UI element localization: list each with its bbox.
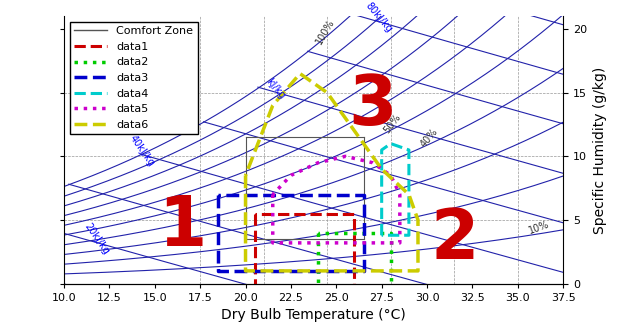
data3 — [214, 193, 222, 197]
data5 — [314, 241, 322, 245]
data5 — [314, 161, 322, 165]
data5 — [396, 241, 404, 245]
data5 — [269, 193, 276, 197]
data6 — [414, 218, 422, 222]
Text: 100%: 100% — [314, 18, 337, 46]
data6 — [242, 173, 250, 177]
Text: 40%: 40% — [418, 126, 440, 149]
data6 — [332, 269, 340, 273]
data4 — [405, 148, 413, 152]
data4 — [378, 233, 385, 237]
Text: 10%: 10% — [527, 219, 550, 236]
data2 — [314, 231, 322, 235]
data6 — [260, 269, 268, 273]
data6 — [296, 72, 304, 76]
data5 — [387, 173, 395, 177]
Text: 3: 3 — [348, 72, 397, 139]
data5 — [287, 173, 295, 177]
Y-axis label: Specific Humidity (g/kg): Specific Humidity (g/kg) — [593, 66, 607, 234]
data6 — [269, 103, 276, 107]
data2 — [387, 231, 395, 235]
data5 — [269, 193, 276, 197]
data5 — [387, 241, 395, 245]
data5 — [360, 241, 367, 245]
X-axis label: Dry Bulb Temperature (°C): Dry Bulb Temperature (°C) — [221, 308, 406, 322]
data1 — [351, 212, 358, 215]
data4 — [405, 233, 413, 237]
data6 — [405, 193, 413, 197]
Text: 1: 1 — [158, 193, 206, 260]
Text: 50%: 50% — [381, 111, 403, 135]
Text: 2: 2 — [430, 206, 479, 273]
data5 — [369, 161, 376, 165]
data3 — [360, 269, 367, 273]
Line: data5: data5 — [273, 156, 400, 243]
data3 — [214, 269, 222, 273]
Text: 20kJ/kg: 20kJ/kg — [82, 221, 111, 256]
Text: kJ/kg: kJ/kg — [264, 77, 287, 101]
Line: data3: data3 — [218, 195, 364, 271]
data6 — [378, 167, 385, 171]
data2 — [314, 231, 322, 235]
Text: 40kJ/kg: 40kJ/kg — [127, 133, 156, 168]
data5 — [269, 241, 276, 245]
data4 — [378, 148, 385, 152]
Line: data2: data2 — [318, 233, 391, 326]
data5 — [342, 155, 349, 158]
Line: data6: data6 — [246, 74, 418, 271]
data5 — [278, 241, 285, 245]
Text: 80kJ/kg: 80kJ/kg — [364, 0, 394, 34]
data6 — [405, 269, 413, 273]
Line: data1: data1 — [255, 214, 355, 326]
data6 — [296, 269, 304, 273]
data3 — [360, 193, 367, 197]
data1 — [251, 212, 259, 215]
data6 — [323, 91, 331, 95]
data1 — [251, 212, 259, 215]
data5 — [396, 193, 404, 197]
Line: data4: data4 — [381, 143, 409, 235]
data5 — [332, 241, 340, 245]
Legend: Comfort Zone, data1, data2, data3, data4, data5, data6: Comfort Zone, data1, data2, data3, data4… — [70, 22, 198, 134]
data6 — [351, 129, 358, 133]
data6 — [242, 269, 250, 273]
data6 — [242, 173, 250, 177]
data4 — [378, 233, 385, 237]
data4 — [387, 141, 395, 145]
data6 — [369, 269, 376, 273]
data3 — [214, 193, 222, 197]
data6 — [414, 269, 422, 273]
